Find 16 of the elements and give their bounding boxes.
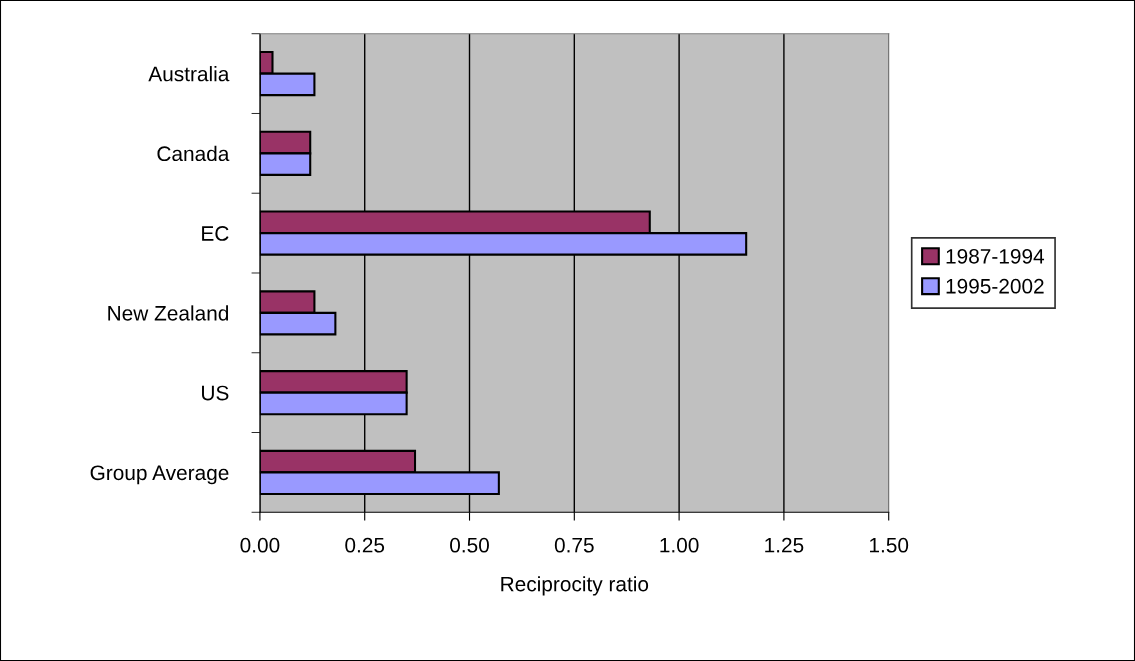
legend-label: 1987-1994 — [946, 248, 1045, 264]
y-tick-label: New Zealand — [108, 305, 229, 321]
legend-label: 1995-2002 — [946, 278, 1044, 294]
x-tick-label: 0.75 — [554, 537, 594, 553]
y-tick-label: Australia — [148, 66, 230, 82]
x-tick-label: 1.25 — [765, 537, 804, 553]
x-tick-label: 1.50 — [870, 537, 909, 553]
y-tick-label: Canada — [157, 145, 230, 162]
y-tick-label: EC — [202, 226, 229, 241]
y-tick-label: US — [202, 385, 229, 401]
y-tick-label: Group Average — [90, 465, 229, 485]
x-tick-label: 0.50 — [450, 537, 489, 553]
x-tick-label: 1.00 — [660, 537, 699, 553]
x-axis-title: Reciprocity ratio — [501, 576, 649, 596]
x-tick-label: 0.25 — [345, 537, 385, 553]
x-tick-label: 0.00 — [240, 537, 280, 553]
